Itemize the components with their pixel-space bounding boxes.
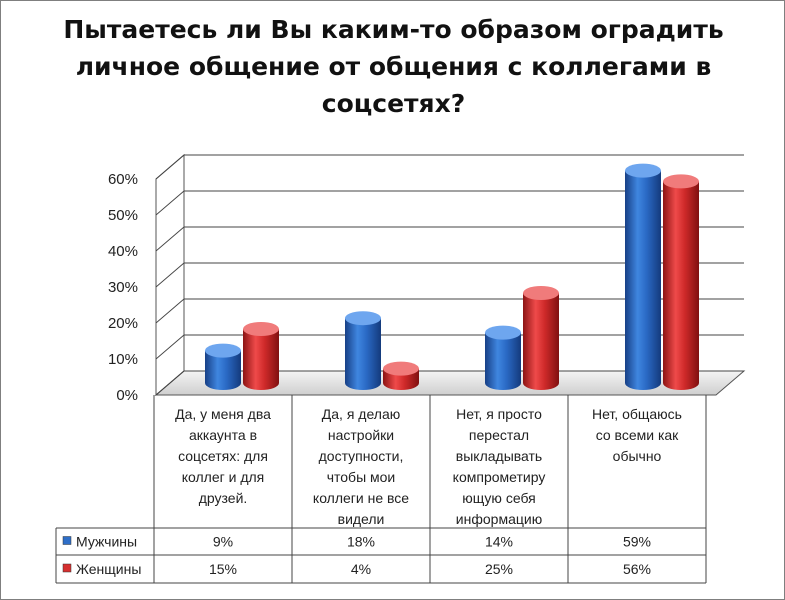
- gridline: [155, 262, 744, 288]
- data-label: 59%: [623, 534, 651, 550]
- category-label: со всеми как: [596, 427, 679, 443]
- category-label: Нет, я просто: [456, 406, 542, 422]
- data-label: 56%: [623, 561, 651, 577]
- y-tick-label: 60%: [108, 171, 138, 188]
- bar: [243, 322, 279, 390]
- data-label: 25%: [485, 561, 513, 577]
- category-label: коллеги не все: [313, 490, 409, 506]
- category-label: перестал: [469, 427, 529, 443]
- bar-body: [523, 293, 559, 390]
- gridline: [155, 190, 744, 216]
- bar: [383, 361, 419, 390]
- category-label: коллег и для: [182, 469, 265, 485]
- category-label: друзей.: [199, 490, 248, 506]
- bar: [625, 163, 661, 390]
- y-tick-label: 40%: [108, 243, 138, 260]
- y-tick-label: 20%: [108, 315, 138, 332]
- data-label: 18%: [347, 534, 375, 550]
- data-label: 14%: [485, 534, 513, 550]
- category-label: Нет, общаюсь: [592, 406, 682, 422]
- bar-top: [205, 343, 241, 358]
- category-label: Да, у меня два: [175, 406, 271, 422]
- category-label: ющую себя: [462, 490, 536, 506]
- category-label: обычно: [613, 448, 662, 464]
- legend-label: Мужчины: [76, 534, 137, 550]
- category-label: Да, я делаю: [322, 406, 400, 422]
- category-label: доступности,: [319, 448, 404, 464]
- bar-top: [243, 322, 279, 336]
- category-label: информацию: [456, 511, 542, 527]
- y-tick-label: 10%: [108, 351, 138, 368]
- y-tick-label: 30%: [108, 279, 138, 296]
- gridline: [155, 154, 744, 180]
- legend-swatch: [62, 563, 72, 573]
- category-label: аккаунта в: [189, 427, 257, 443]
- data-label: 4%: [351, 561, 371, 577]
- legend-swatch: [62, 536, 72, 545]
- gridline: [155, 226, 744, 252]
- bar: [485, 325, 521, 390]
- category-label: выкладывать: [456, 448, 542, 464]
- bar-body: [663, 181, 699, 390]
- legend-label: Женщины: [76, 561, 141, 577]
- bar: [523, 286, 559, 390]
- category-label: настройки: [328, 427, 394, 443]
- y-tick-label: 0%: [116, 387, 138, 404]
- bar-top: [485, 325, 521, 340]
- category-label: чтобы мои: [327, 469, 396, 485]
- bar-body: [485, 332, 521, 390]
- bar: [205, 343, 241, 390]
- data-table: Да, у меня два аккаунта в соцсетях: для кол…: [55, 395, 707, 584]
- bar: [345, 311, 381, 390]
- y-tick-label: 50%: [108, 207, 138, 224]
- bar-body: [243, 329, 279, 390]
- bar-top: [625, 163, 661, 178]
- chart-title: Пытаетесь ли Вы каким-то образом оградит…: [63, 15, 724, 118]
- data-label: 15%: [209, 561, 237, 577]
- bar-body: [345, 318, 381, 390]
- bar-top: [345, 311, 381, 326]
- bar-body: [205, 350, 241, 390]
- data-label: 9%: [213, 534, 233, 550]
- bar: [663, 174, 699, 390]
- bar-top: [523, 286, 559, 300]
- category-label: видели: [338, 511, 385, 527]
- bar-top: [663, 174, 699, 189]
- bar-body: [625, 170, 661, 390]
- bar-top: [383, 361, 419, 376]
- category-label: соцсетях: для: [178, 448, 268, 464]
- category-label: компрометиру: [453, 469, 546, 485]
